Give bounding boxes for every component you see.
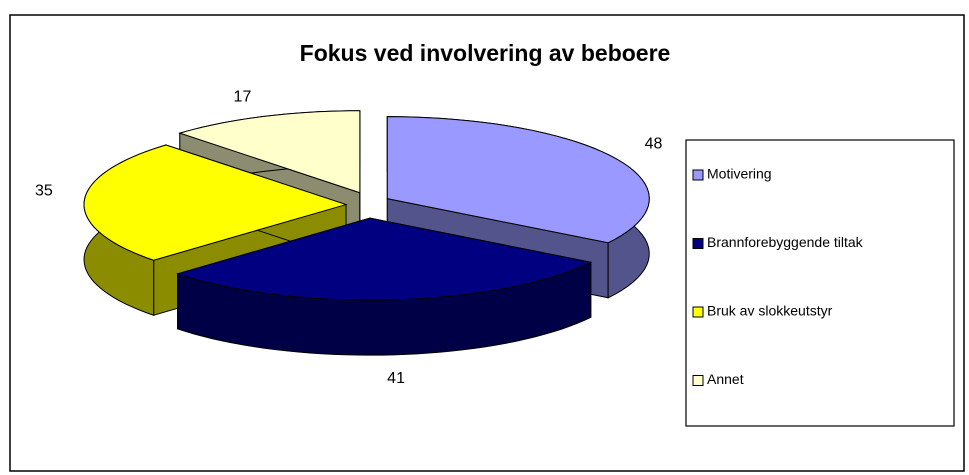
data-label: 41 bbox=[387, 370, 405, 387]
slice-top bbox=[178, 110, 361, 194]
data-label: 17 bbox=[234, 89, 252, 106]
legend-label: Annet bbox=[707, 371, 744, 387]
legend-swatch bbox=[692, 306, 704, 318]
legend-box bbox=[685, 139, 955, 427]
data-label: 35 bbox=[35, 183, 53, 200]
pie-slice bbox=[175, 217, 593, 356]
legend-swatch bbox=[692, 375, 704, 386]
data-label: 48 bbox=[645, 136, 663, 153]
slice-top bbox=[175, 217, 593, 301]
legend-label: Brannforebyggende tiltak bbox=[707, 234, 864, 250]
slice-top bbox=[83, 144, 348, 261]
legend-label: Bruk av slokkeutstyr bbox=[707, 303, 833, 319]
legend-label: Motivering bbox=[707, 166, 772, 182]
slice-top bbox=[386, 116, 650, 244]
chart-title: Fokus ved involvering av beboere bbox=[300, 40, 671, 66]
legend-swatch bbox=[692, 238, 704, 249]
legend-swatch bbox=[692, 169, 704, 181]
